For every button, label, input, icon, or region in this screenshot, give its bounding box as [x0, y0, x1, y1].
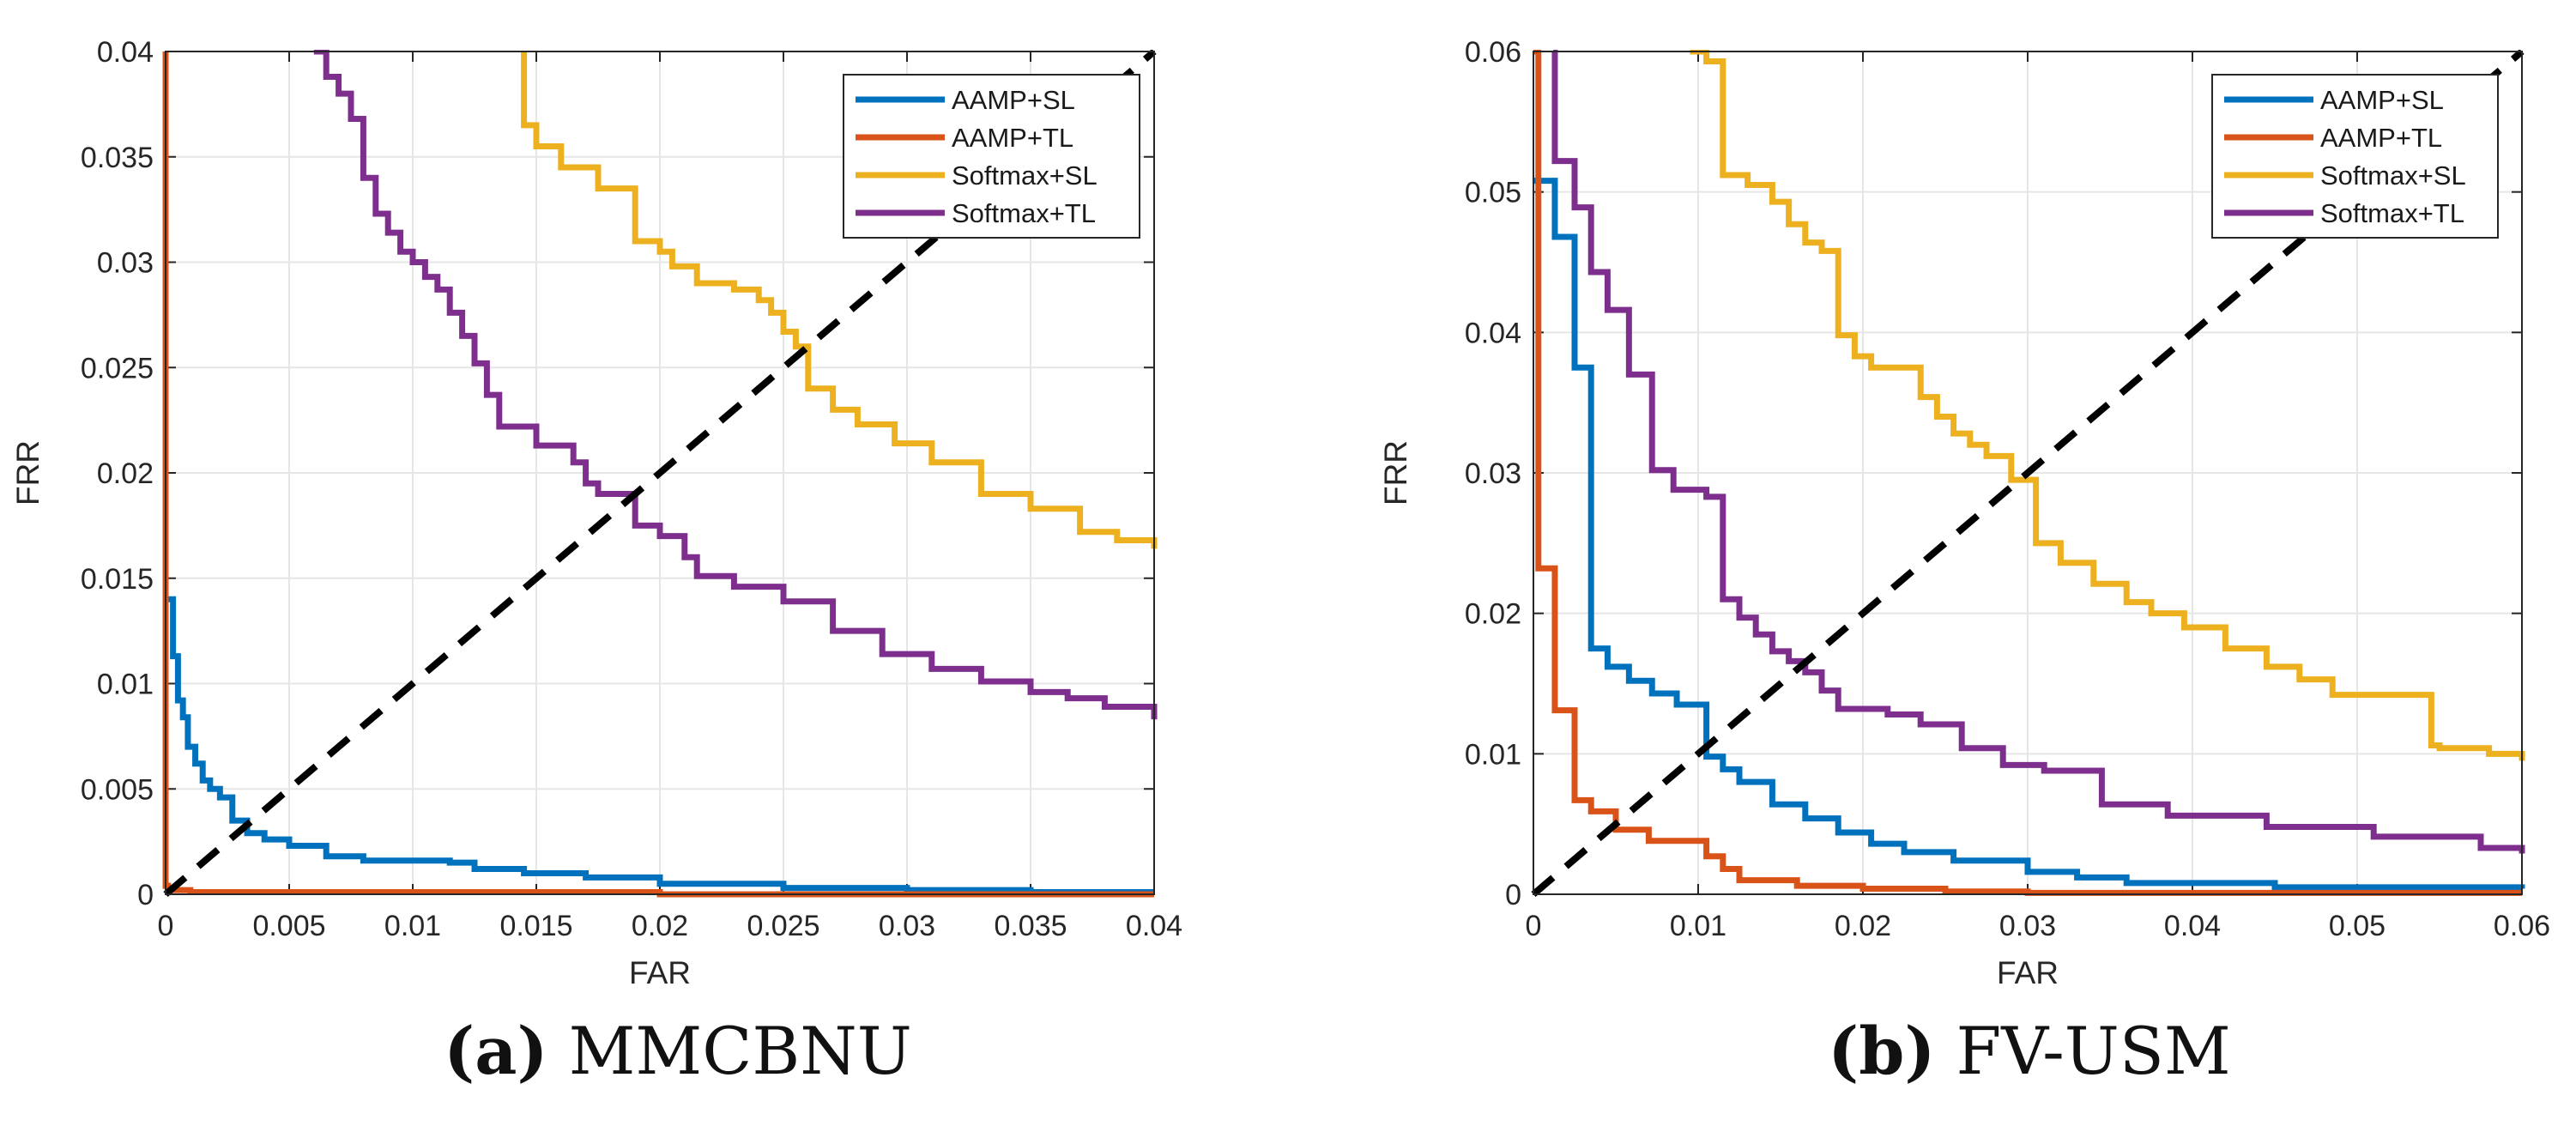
- series-line-softmax-tl: [313, 50, 1158, 720]
- caption-a: (a) MMCBNU: [444, 1013, 912, 1089]
- x-tick-label: 0.02: [632, 910, 688, 942]
- x-tick-label: 0.02: [1835, 910, 1891, 942]
- x-tick-label: 0.035: [994, 910, 1067, 942]
- y-tick-label: 0.02: [97, 457, 154, 490]
- y-tick-label: 0.02: [1465, 598, 1521, 631]
- axes-box: [1533, 51, 2523, 895]
- chart-panel-b: 0 0.01 0.02 0.03 0.04 0.05 0.06 0 0.01 0.02 0.03 0.…: [1378, 36, 2550, 990]
- y-tick-label: 0.01: [97, 669, 154, 701]
- x-tick-label: 0.025: [747, 910, 819, 942]
- y-tick-label: 0: [137, 879, 154, 911]
- x-tick-label: 0.03: [879, 910, 935, 942]
- y-tick-label: 0: [1505, 879, 1521, 911]
- y-tick-label: 0.025: [81, 352, 154, 384]
- legend: AAMP+SL AAMP+TL Softmax+SL Softmax+TL: [843, 74, 1140, 239]
- x-tick-label: 0: [1526, 910, 1542, 942]
- y-tick-label: 0.005: [81, 773, 154, 806]
- caption-b-title: FV-USM: [1956, 1013, 2231, 1089]
- x-axis-label: FAR: [629, 955, 691, 990]
- caption-b: (b) FV-USM: [1828, 1013, 2231, 1089]
- caption-b-label: (b): [1828, 1013, 1936, 1089]
- caption-a-label: (a): [444, 1013, 548, 1089]
- x-tick-label: 0.06: [2494, 910, 2550, 942]
- legend-entry: Softmax+SL: [2320, 160, 2466, 191]
- y-tick-label: 0.015: [81, 563, 154, 596]
- x-tick-label: 0.01: [1670, 910, 1726, 942]
- legend-entry: AAMP+TL: [2320, 123, 2442, 153]
- series-line-softmax-sl: [521, 51, 1158, 549]
- y-axis-label: FRR: [1378, 440, 1413, 505]
- y-tick-label: 0.04: [1465, 317, 1521, 349]
- chart-panel-a: 0 0.005 0.01 0.015 0.02 0.025 0.03 0.035 0.04 0 0.…: [10, 36, 1182, 990]
- series-line-aamp-sl: [1533, 178, 2525, 891]
- x-tick-label: 0.01: [384, 910, 441, 942]
- x-tick-label: 0.015: [499, 910, 572, 942]
- y-tick-label: 0.01: [1465, 738, 1521, 771]
- y-tick-label: 0.04: [97, 36, 154, 69]
- x-tick-label: 0.05: [2329, 910, 2386, 942]
- legend-entry: Softmax+TL: [952, 198, 1096, 228]
- x-tick-label: 0.005: [252, 910, 325, 942]
- y-tick-label: 0.035: [81, 142, 154, 174]
- y-tick-label: 0.05: [1465, 177, 1521, 209]
- y-axis-label: FRR: [10, 440, 45, 505]
- x-tick-label: 0.04: [2164, 910, 2221, 942]
- legend-entry: Softmax+TL: [2320, 198, 2464, 228]
- series-line-softmax-sl: [1690, 50, 2525, 761]
- legend-entry: AAMP+SL: [2320, 85, 2444, 115]
- series-line-aamp-sl: [166, 596, 1154, 896]
- series-line-aamp-tl: [1533, 50, 2522, 896]
- y-tick-label: 0.06: [1465, 36, 1521, 69]
- caption-a-title: MMCBNU: [568, 1013, 912, 1089]
- x-tick-label: 0: [158, 910, 174, 942]
- x-tick-label: 0.04: [1126, 910, 1182, 942]
- legend: AAMP+SL AAMP+TL Softmax+SL Softmax+TL: [2211, 74, 2499, 239]
- x-tick-label: 0.03: [1999, 910, 2056, 942]
- axes-box: [165, 51, 1155, 895]
- legend-entry: AAMP+TL: [952, 123, 1073, 153]
- x-axis-label: FAR: [1997, 955, 2059, 990]
- legend-entry: AAMP+SL: [952, 85, 1075, 115]
- y-tick-label: 0.03: [1465, 457, 1521, 490]
- legend-entry: Softmax+SL: [952, 160, 1098, 191]
- y-tick-label: 0.03: [97, 247, 154, 280]
